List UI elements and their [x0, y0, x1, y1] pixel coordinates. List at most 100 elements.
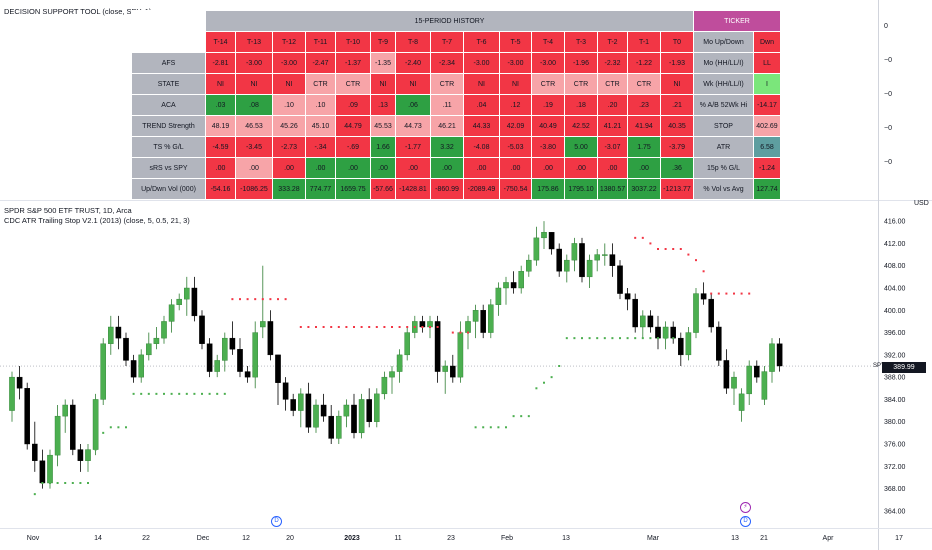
- period-header: T-2: [597, 31, 628, 53]
- trailing-stop-green-dot: [527, 415, 530, 418]
- table-cell: -3.00: [272, 52, 306, 74]
- trailing-stop-green-dot: [672, 337, 675, 340]
- trailing-stop-red-dot: [717, 292, 720, 295]
- trailing-stop-green-dot: [619, 337, 621, 340]
- table-cell: .00: [531, 157, 565, 179]
- table-cell: .23: [627, 94, 661, 116]
- ticker-metric-label: Mo Up/Down: [693, 31, 754, 53]
- row-label: STATE: [131, 73, 206, 95]
- table-cell: 3037.22: [627, 178, 661, 200]
- candle: [480, 310, 487, 333]
- candle: [389, 371, 395, 378]
- ticker-metric-label: 15p % G/L: [693, 157, 754, 179]
- candle: [495, 287, 502, 305]
- trailing-stop-green-dot: [125, 426, 127, 429]
- indicator-title[interactable]: DECISION SUPPORT TOOL (close, SPY, 1): [4, 7, 152, 16]
- atr-title[interactable]: CDC ATR Trailing Stop V2.1 (2013) (close…: [4, 216, 190, 225]
- candle: [374, 393, 380, 422]
- pane-divider[interactable]: [0, 200, 932, 201]
- table-row: STATE NI NI NI CTR CTR NI NI CTR NI NI CTR CTR CTR CTR…: [131, 73, 781, 95]
- table-row: ACA .03.08.10.10.09.13.06.11.04.12.19.18.…: [131, 94, 781, 116]
- price-axis-label: 380.00: [884, 419, 906, 426]
- period-header: T-12: [272, 31, 306, 53]
- table-cell: .13: [370, 94, 396, 116]
- table-cell: NI: [272, 73, 306, 95]
- trailing-stop-green-dot: [550, 376, 553, 379]
- dividend-event-icon[interactable]: D: [740, 516, 751, 527]
- last-price-value: 389.99: [893, 364, 915, 371]
- trailing-stop-green-dot: [482, 426, 485, 429]
- candle: [769, 343, 775, 372]
- trailing-stop-green-dot: [565, 337, 568, 340]
- candle: [465, 321, 471, 333]
- table-cell: 1795.10: [564, 178, 598, 200]
- table-cell: CTR: [531, 73, 565, 95]
- trailing-stop-green-dot: [33, 493, 36, 496]
- candle: [693, 293, 699, 333]
- candle: [571, 243, 578, 261]
- candle: [776, 343, 783, 367]
- period-header: T-7: [430, 31, 464, 53]
- row-label: AFS: [131, 52, 206, 74]
- price-axis-label: 408.00: [884, 263, 906, 270]
- candle: [85, 449, 91, 461]
- table-cell: -3.45: [235, 136, 273, 158]
- table-cell: .00: [463, 157, 500, 179]
- time-axis-label: 2023: [344, 535, 360, 542]
- trailing-stop-red-dot: [710, 292, 713, 295]
- table-cell: 41.94: [627, 115, 661, 137]
- candle: [548, 232, 555, 250]
- trailing-stop-red-dot: [672, 248, 675, 250]
- price-axis-label: 372.00: [884, 464, 906, 471]
- table-cell: 41.21: [597, 115, 628, 137]
- candle: [183, 287, 190, 300]
- table-cell: CTR: [430, 73, 464, 95]
- table-cell: NI: [235, 73, 273, 95]
- chart-title[interactable]: SPDR S&P 500 ETF TRUST, 1D, Arca: [4, 206, 132, 215]
- history-header: 15-PERIOD HISTORY: [205, 10, 694, 32]
- candle: [510, 282, 517, 289]
- indicator-pane[interactable]: DECISION SUPPORT TOOL (close, SPY, 1) 15…: [0, 0, 878, 200]
- trailing-stop-red-dot: [657, 248, 659, 250]
- candle: [404, 332, 411, 356]
- time-axis-label: 21: [760, 535, 768, 542]
- candle: [54, 415, 61, 456]
- candle: [708, 298, 714, 328]
- candle: [351, 404, 357, 434]
- trailing-stop-green-dot: [664, 337, 667, 340]
- trailing-stop-green-dot: [474, 426, 477, 429]
- table-cell: .00: [395, 157, 431, 179]
- trailing-stop-green-dot: [140, 392, 143, 395]
- candle: [313, 404, 319, 428]
- time-axis-label: Mar: [647, 535, 660, 542]
- trailing-stop-red-dot: [368, 326, 371, 328]
- row-label: TREND Strength: [131, 115, 206, 137]
- candle: [336, 415, 342, 439]
- dividend-event-icon[interactable]: D: [271, 516, 282, 527]
- table-cell: -5.03: [499, 136, 532, 158]
- candle: [488, 304, 494, 333]
- trailing-stop-green-dot: [132, 392, 135, 395]
- trailing-stop-red-dot: [330, 326, 333, 328]
- trailing-stop-green-dot: [223, 392, 226, 395]
- table-cell: -1.77: [395, 136, 431, 158]
- trailing-stop-red-dot: [299, 326, 302, 328]
- indicator-axis-label: −0: [884, 125, 892, 132]
- split-event-icon[interactable]: ⚡: [740, 502, 751, 513]
- candle: [168, 304, 175, 322]
- table-cell: -3.00: [499, 52, 532, 74]
- trailing-stop-red-dot: [269, 298, 272, 301]
- indicator-axis-label: −0: [884, 159, 892, 166]
- table-cell: .08: [235, 94, 273, 116]
- trailing-stop-red-dot: [725, 292, 728, 295]
- price-axis-label: 412.00: [884, 241, 906, 248]
- candle: [47, 454, 53, 484]
- time-axis-label: 23: [447, 535, 455, 542]
- trailing-stop-green-dot: [497, 426, 500, 429]
- decision-support-table: 15-PERIOD HISTORY TICKER T-14 T-13 T-12 T-11 T…: [131, 10, 781, 200]
- last-price-tag: 389.99: [882, 362, 926, 373]
- table-cell: 1380.57: [597, 178, 628, 200]
- trailing-stop-green-dot: [535, 387, 538, 390]
- table-body: 15-PERIOD HISTORY TICKER T-14 T-13 T-12 T-11 T…: [131, 10, 781, 200]
